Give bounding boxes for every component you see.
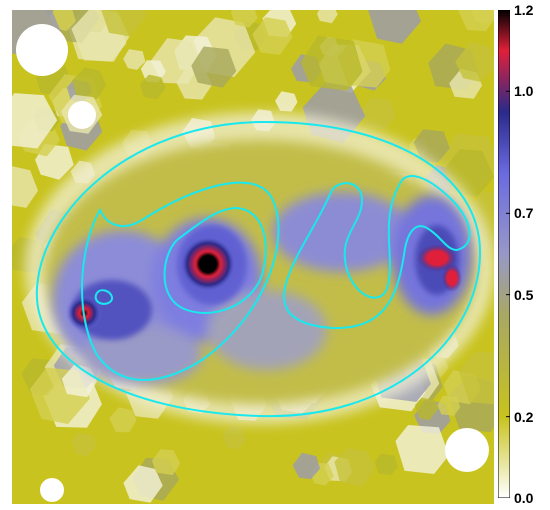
background-cell — [109, 407, 137, 433]
background-cell — [455, 41, 494, 82]
contour-inner — [163, 206, 267, 314]
colorbar-tick-label: 0.5 — [514, 286, 534, 303]
background-cell — [414, 397, 439, 421]
background-cell — [230, 10, 258, 28]
bright-background-blob — [68, 101, 96, 129]
background-cell — [368, 10, 422, 44]
background-cell — [252, 17, 293, 55]
background-cell — [71, 432, 97, 457]
background-cell — [317, 10, 338, 24]
colorbar-tick-label: 0.2 — [514, 408, 534, 425]
colorbar — [498, 10, 510, 498]
background-cell — [140, 74, 166, 100]
colorbar-tick-label: 1.2 — [514, 2, 534, 18]
background-cell — [152, 449, 181, 476]
colorbar-tick-label: 0.0 — [514, 490, 534, 506]
background-cell — [300, 35, 363, 91]
background-cell — [334, 448, 375, 487]
background-cell — [395, 425, 449, 474]
background-cell — [12, 93, 58, 149]
background-cell — [275, 91, 298, 112]
background-cell — [72, 67, 107, 100]
bright-background-blob — [40, 478, 64, 502]
background-cell — [458, 10, 494, 32]
background-cell — [123, 49, 146, 70]
east-knot-source — [417, 244, 457, 272]
bright-background-blob — [16, 24, 68, 76]
contour-west-knot — [94, 289, 114, 305]
background-cell — [12, 166, 39, 208]
contour-second — [81, 181, 280, 381]
background-cell — [374, 453, 398, 475]
colorbar-tick-label: 1.0 — [514, 83, 534, 100]
bright-background-blob — [445, 428, 489, 472]
background-cell — [123, 465, 163, 503]
contour-outer — [35, 120, 482, 418]
east-knot-source-2 — [442, 264, 462, 292]
contour-s-arm — [283, 175, 471, 330]
background-cell — [361, 97, 396, 130]
background-cell — [292, 452, 321, 480]
background-cell — [458, 351, 494, 405]
background-cell — [101, 10, 147, 37]
background-cell — [413, 129, 450, 163]
central-core-source — [180, 236, 236, 292]
background-cell — [191, 46, 237, 88]
intensity-map — [12, 10, 494, 504]
contour-lines — [35, 120, 482, 418]
background-cell — [221, 425, 247, 449]
colorbar-tick-label: 0.7 — [514, 205, 534, 222]
